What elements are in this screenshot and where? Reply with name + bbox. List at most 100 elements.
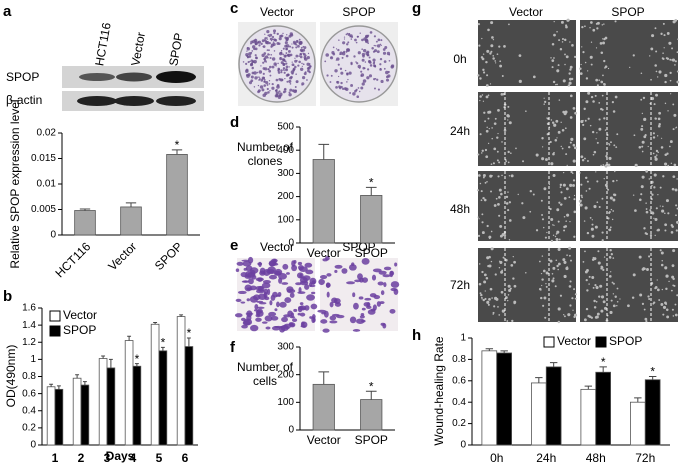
x-tick-label: 1 <box>52 451 59 463</box>
error-bar <box>79 208 91 211</box>
error-bar <box>365 186 377 196</box>
y-tick-label: 300 <box>277 168 294 179</box>
y-tick-label: 200 <box>277 369 294 380</box>
y-tick-label: 500 <box>277 122 294 133</box>
lane-label: SPOP <box>166 32 186 67</box>
y-axis-title: Relative SPOP expression level <box>8 99 22 268</box>
y-tick-label: 0.6 <box>452 375 466 386</box>
y-axis-title: Wound-healing Rate <box>432 336 446 446</box>
legend-swatch <box>595 336 607 348</box>
y-tick-label: 400 <box>277 145 294 156</box>
significance-mark: * <box>175 138 180 152</box>
micrographs <box>234 18 680 333</box>
column-label: SPOP <box>611 5 644 19</box>
y-tick-label: 1.2 <box>22 337 36 348</box>
bar <box>312 383 335 431</box>
error-bar <box>108 358 113 368</box>
bar <box>124 340 134 446</box>
y-axis-title: OD(490nm) <box>4 345 18 408</box>
y-axis-title-box: Number of clones <box>236 140 294 168</box>
significance-mark: * <box>369 175 374 189</box>
y-tick-label: 1 <box>460 333 466 344</box>
x-tick-label: SPOP <box>152 239 185 272</box>
error-bar <box>160 346 165 351</box>
bar <box>54 388 64 446</box>
error-bar <box>485 348 494 351</box>
error-bar <box>179 314 184 317</box>
y-tick-label: 0.02 <box>37 128 57 139</box>
panel-letter: c <box>230 0 238 17</box>
x-tick-label: Vector <box>307 433 341 447</box>
error-bar <box>153 322 158 325</box>
x-axis-title: Days <box>106 449 135 463</box>
significance-mark: * <box>161 336 166 350</box>
x-tick-label: HCT116 <box>52 239 93 280</box>
legend-label: Vector <box>63 308 97 322</box>
y-tick-label: 0.4 <box>452 397 466 408</box>
column-label: Vector <box>260 5 294 19</box>
error-bar <box>186 337 191 347</box>
panel-letter: h <box>412 327 421 344</box>
significance-mark: * <box>369 379 374 393</box>
y-tick-label: 1.6 <box>22 303 36 314</box>
blot-image <box>62 66 204 111</box>
bar <box>481 350 498 446</box>
legend-label: SPOP <box>63 323 96 337</box>
bar <box>176 316 186 446</box>
y-tick-label: 0.8 <box>452 354 466 365</box>
panel-letter: f <box>230 339 236 356</box>
error-bar <box>171 149 183 155</box>
error-bar <box>318 143 330 160</box>
bar <box>158 350 168 446</box>
y-tick-label: 0.2 <box>22 423 36 434</box>
significance-mark: * <box>601 355 606 369</box>
error-bar <box>599 366 607 373</box>
y-tick-label: 0.2 <box>452 418 466 429</box>
panel-letter: a <box>3 3 12 20</box>
bar <box>98 358 108 446</box>
y-tick-label: 1 <box>30 354 36 365</box>
panel-letter: d <box>230 114 239 131</box>
panel-letter: b <box>3 288 12 305</box>
x-tick-label: 3 <box>104 451 111 463</box>
row-label: 24h <box>450 124 470 138</box>
column-label: SPOP <box>342 5 375 19</box>
legend-swatch <box>49 325 61 337</box>
error-bar <box>584 385 593 390</box>
significance-mark: * <box>187 326 192 340</box>
bar <box>120 206 142 236</box>
y-axis-title: Number of clones <box>236 140 294 168</box>
lane-label: HCT116 <box>92 21 113 67</box>
y-tick-label: 0.005 <box>31 204 56 215</box>
bar <box>106 367 116 446</box>
y-axis-title: Number of cells <box>236 360 294 388</box>
significance-mark: * <box>650 365 655 379</box>
bar <box>74 210 96 236</box>
panel-letter: g <box>412 0 421 17</box>
error-bar <box>648 376 657 380</box>
bar <box>644 379 661 446</box>
y-tick-label: 0.8 <box>22 371 36 382</box>
y-tick-label: 1.4 <box>22 320 36 331</box>
bar <box>166 154 188 236</box>
bar <box>46 386 56 446</box>
bar <box>72 377 82 446</box>
error-bar <box>49 383 54 387</box>
legend-swatch <box>49 310 61 322</box>
error-bar <box>535 377 543 383</box>
x-tick-label: 48h <box>586 451 606 463</box>
legend-label: Vector <box>557 334 591 348</box>
x-tick-label: Vector <box>105 239 139 273</box>
error-bar <box>56 385 61 390</box>
panel-letter: e <box>230 237 238 254</box>
column-label: SPOP <box>342 240 375 254</box>
x-tick-label: 24h <box>536 451 556 463</box>
row-label: 72h <box>450 278 470 292</box>
y-tick-label: 0 <box>30 440 36 451</box>
error-bar <box>500 350 508 353</box>
x-tick-label: 2 <box>78 451 85 463</box>
y-tick-label: 200 <box>277 191 294 202</box>
y-tick-label: 0.4 <box>22 405 36 416</box>
error-bar <box>125 202 137 207</box>
